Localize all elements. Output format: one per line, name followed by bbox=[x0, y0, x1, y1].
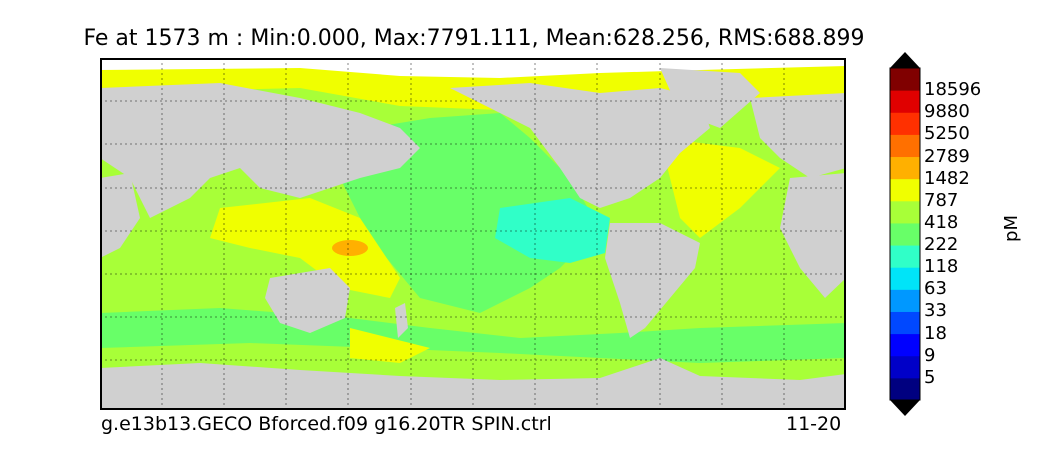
colorbar-tick-label: 222 bbox=[924, 234, 959, 256]
graticule bbox=[100, 58, 846, 410]
colorbar-tick-label: 787 bbox=[924, 189, 959, 211]
colorbar-tick-label: 18596 bbox=[924, 79, 982, 101]
global-ocean-map bbox=[100, 58, 846, 410]
colorbar-segment bbox=[890, 289, 920, 312]
colorbar-segment bbox=[890, 200, 920, 224]
colorbar-segment bbox=[890, 222, 920, 246]
colorbar-segment bbox=[890, 112, 920, 135]
colorbar bbox=[889, 52, 921, 416]
colorbar-under-arrow bbox=[890, 400, 920, 416]
footer-case-name: g.e13b13.GECO Bforced.f09 g16.20TR SPIN.… bbox=[101, 413, 552, 435]
north-america bbox=[450, 83, 710, 208]
map-frame bbox=[100, 58, 846, 410]
new-zealand bbox=[395, 303, 408, 338]
colorbar-segment bbox=[890, 267, 920, 290]
map-title: Fe at 1573 m : Min:0.000, Max:7791.111, … bbox=[83, 26, 865, 51]
colorbar-ticks: 18596 9880 5250 2789 1482 787 418 222 118 63 33 18 9… bbox=[924, 0, 1004, 464]
colorbar-tick-label: 118 bbox=[924, 256, 959, 278]
colorbar-tick-label: 9 bbox=[924, 344, 936, 366]
colorbar-tick-label: 5 bbox=[924, 366, 936, 388]
southern-yellow-band bbox=[350, 328, 430, 363]
greenland bbox=[660, 68, 760, 128]
colorbar-segment bbox=[890, 377, 920, 401]
colorbar-segment bbox=[890, 90, 920, 113]
colorbar-segment bbox=[890, 245, 920, 268]
europe bbox=[750, 93, 846, 178]
west-pacific-orange-patch bbox=[332, 240, 368, 256]
south-america bbox=[605, 223, 700, 338]
colorbar-tick-label: 63 bbox=[924, 278, 947, 300]
colorbar-tick-label: 5250 bbox=[924, 123, 970, 145]
colorbar-segment bbox=[890, 134, 920, 158]
colorbar-tick-label: 33 bbox=[924, 300, 947, 322]
colorbar-segment bbox=[890, 333, 920, 357]
colorbar-segment bbox=[890, 156, 920, 180]
colorbar-segment bbox=[890, 178, 920, 202]
africa bbox=[780, 173, 846, 298]
colorbar-tick-label: 418 bbox=[924, 211, 959, 233]
pacific-teal-region bbox=[495, 198, 610, 263]
colorbar-over-arrow bbox=[890, 52, 920, 68]
colorbar-tick-label: 18 bbox=[924, 322, 947, 344]
colorbar-unit-label: pM bbox=[1000, 215, 1022, 242]
colorbar-tick-label: 9880 bbox=[924, 101, 970, 123]
colorbar-segment bbox=[890, 68, 920, 91]
indian-yellow-region bbox=[210, 198, 400, 298]
footer-date-range: 11-20 bbox=[786, 413, 842, 435]
colorbar-segment bbox=[890, 355, 920, 379]
colorbar-frame bbox=[889, 67, 921, 401]
africa-west bbox=[100, 173, 140, 258]
colorbar-tick-label: 1482 bbox=[924, 167, 970, 189]
colorbar-segment bbox=[890, 311, 920, 335]
eurasia bbox=[100, 83, 420, 218]
colorbar-tick-label: 2789 bbox=[924, 145, 970, 167]
